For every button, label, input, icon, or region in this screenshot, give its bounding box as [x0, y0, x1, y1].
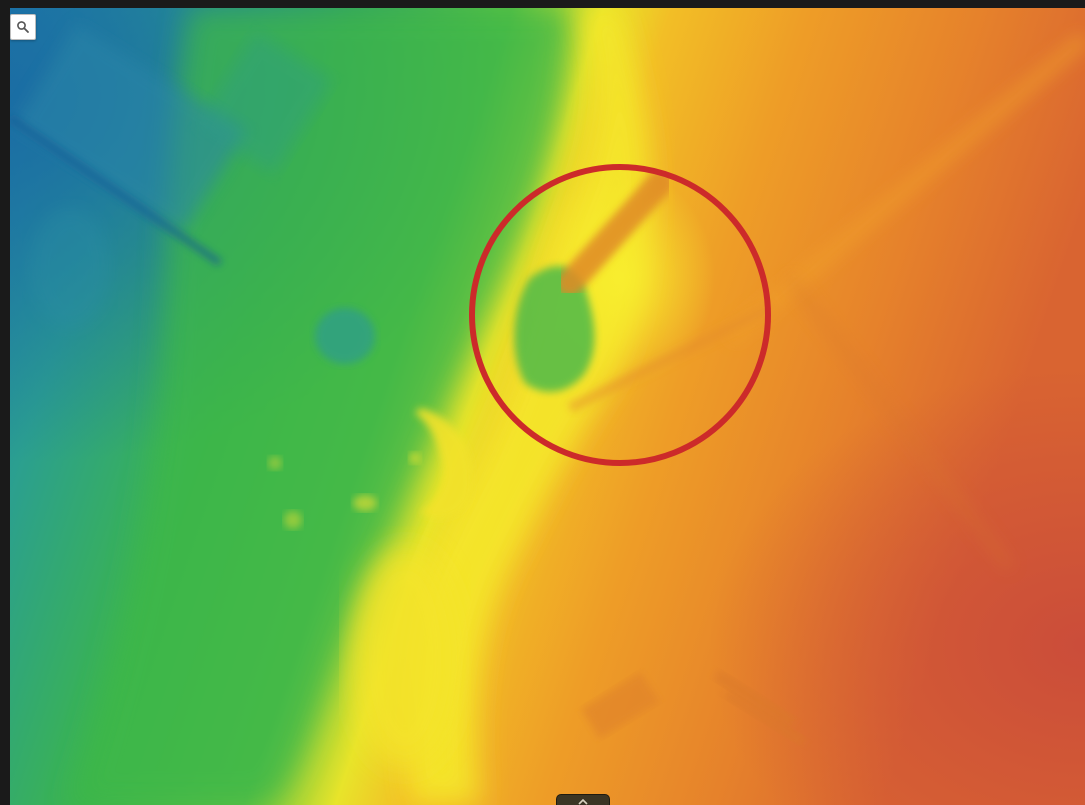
elevation-raster — [10, 8, 1085, 805]
zoom-button[interactable] — [10, 14, 36, 40]
elevation-map[interactable] — [10, 8, 1085, 805]
panel-toggle-button[interactable] — [556, 794, 610, 805]
magnifier-icon — [17, 21, 29, 33]
chevron-up-icon — [578, 798, 588, 805]
highlight-circle — [469, 164, 771, 466]
